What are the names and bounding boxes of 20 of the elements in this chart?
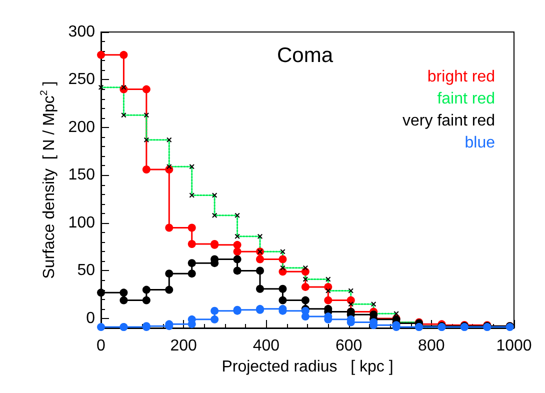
x-tick-label: 800 [418, 338, 445, 354]
y-tick-label: 100 [68, 214, 96, 232]
y-tick-label: 200 [68, 118, 96, 136]
y-tick-label: 0 [86, 310, 96, 327]
y-axis-title: Surface density [ N / Mpc2 ] [38, 81, 58, 279]
x-tick-label: 1000 [496, 338, 532, 354]
text: blue [464, 134, 496, 152]
x-tick-label: 200 [170, 338, 198, 354]
y-tick-label: 50 [77, 262, 96, 280]
y-tick-label: 250 [68, 71, 96, 88]
x-axis-title: Projected radius [ kpc ] [222, 358, 394, 376]
text: faint red [437, 90, 495, 108]
text: very faint red [402, 112, 495, 130]
x-tick-label: 0 [96, 338, 106, 354]
y-tick-label: 300 [68, 24, 96, 40]
text: bright red [427, 68, 495, 86]
y-tick-label: 150 [68, 166, 96, 184]
x-tick-label: 600 [335, 338, 362, 354]
text: Coma [277, 44, 334, 67]
x-tick-label: 400 [252, 338, 280, 354]
